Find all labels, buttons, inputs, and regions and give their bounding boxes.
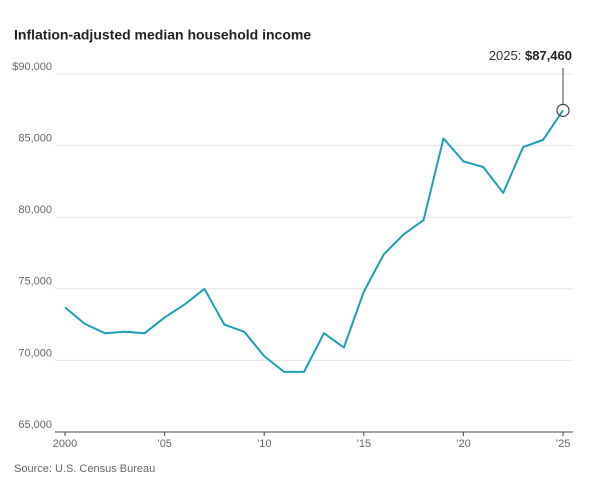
y-tick-label: 70,000: [18, 347, 52, 359]
annotation: 2025: $87,460: [489, 48, 572, 63]
x-tick-label: ’25: [556, 438, 571, 450]
y-tick-label: 65,000: [18, 419, 52, 431]
x-tick-label: ’15: [356, 438, 371, 450]
end-marker: [556, 103, 570, 117]
chart-title: Inflation-adjusted median household inco…: [14, 27, 311, 43]
y-tick-label: $90,000: [12, 61, 52, 73]
source: Source: U.S. Census Bureau: [14, 463, 155, 475]
line: [64, 109, 564, 373]
x-tick-label: ’10: [257, 438, 272, 450]
annotation-label: 2025:: [489, 48, 522, 63]
x-tick-label: ’05: [157, 438, 172, 450]
y-tick-label: 75,000: [18, 276, 52, 288]
y-tick-label: 80,000: [18, 204, 52, 216]
annotation-value: $87,460: [525, 48, 572, 63]
y-tick-label: 85,000: [18, 133, 52, 145]
x-tick-label: ’20: [456, 438, 471, 450]
x-tick-label: 2000: [53, 438, 77, 450]
